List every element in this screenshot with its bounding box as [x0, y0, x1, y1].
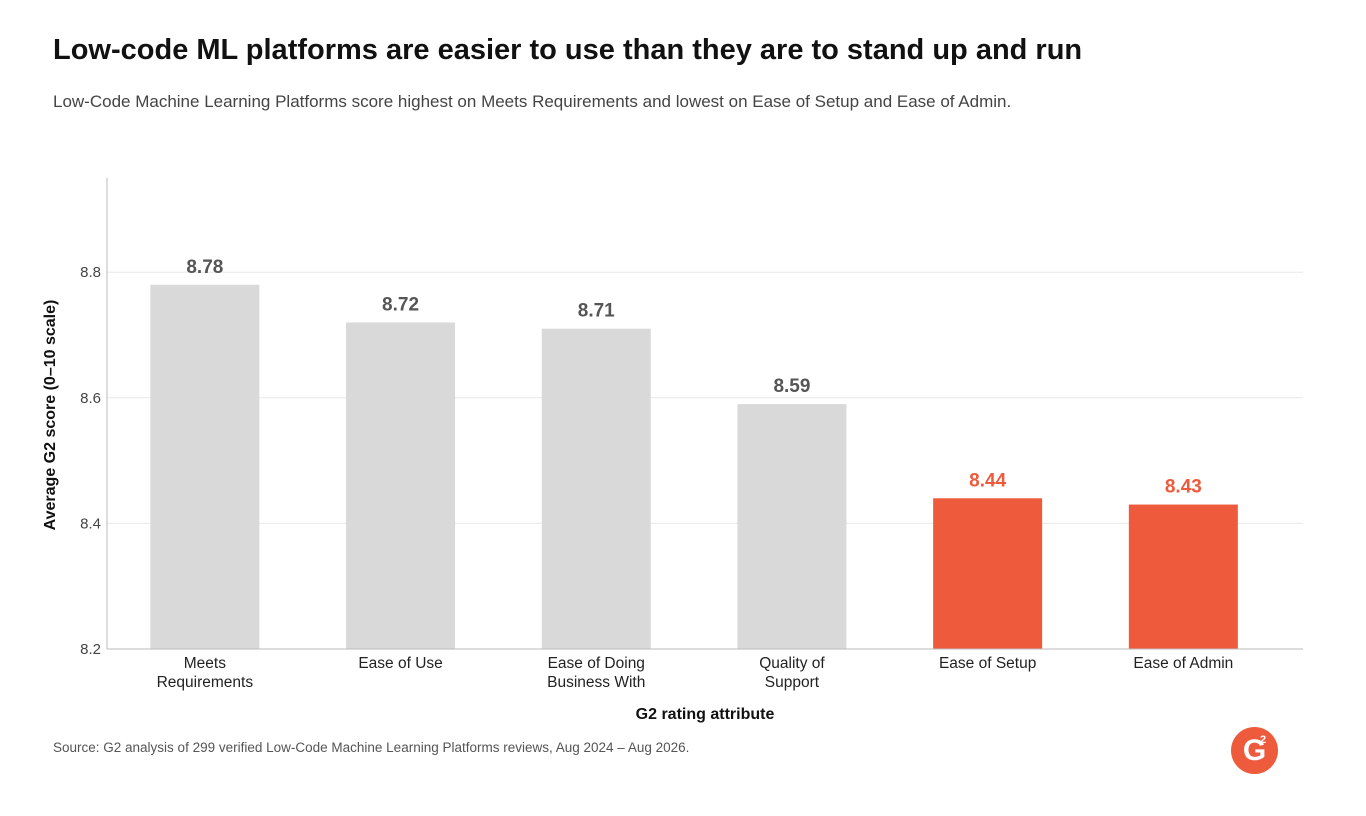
chart-title: Low-code ML platforms are easier to use …	[53, 34, 1083, 66]
y-tick-label: 8.4	[80, 515, 101, 532]
y-tick-label: 8.2	[80, 641, 101, 658]
logo-superscript: 2	[1260, 734, 1267, 746]
bar	[933, 498, 1043, 649]
bar	[1128, 504, 1238, 649]
chart-subtitle: Low-Code Machine Learning Platforms scor…	[53, 92, 1012, 111]
x-axis-title: G2 rating attribute	[636, 706, 775, 723]
bar	[346, 322, 456, 649]
x-tick-label: Ease of Doing	[548, 655, 645, 672]
grid-layer	[107, 271, 1303, 524]
x-tick-label: Requirements	[157, 674, 254, 691]
x-tick-label: Business With	[547, 674, 645, 691]
bar-value-label: 8.72	[382, 294, 419, 315]
bar-layer	[150, 284, 1238, 649]
bar	[737, 404, 847, 649]
label-layer: 8.2 8.4 8.6 8.8 8.78 Meets Requirements 8.72 Eas…	[80, 257, 1233, 691]
logo-letter: G	[1242, 734, 1267, 767]
bar-value-label: 8.71	[578, 301, 615, 322]
x-tick-label: Ease of Setup	[939, 655, 1036, 672]
y-tick-label: 8.8	[80, 264, 101, 281]
y-axis-title: Average G2 score (0–10 scale)	[42, 300, 59, 531]
bar-value-label: 8.44	[969, 470, 1006, 491]
bar	[150, 284, 260, 649]
source-note: Source: G2 analysis of 299 verified Low-…	[53, 740, 690, 755]
bar-value-label: 8.43	[1165, 477, 1202, 498]
x-tick-label: Ease of Admin	[1133, 655, 1233, 672]
y-tick-label: 8.6	[80, 390, 101, 407]
bar	[541, 328, 651, 649]
x-tick-label: Support	[765, 674, 820, 691]
x-tick-label: Meets	[184, 655, 226, 672]
x-tick-label: Ease of Use	[358, 655, 442, 672]
x-tick-label: Quality of	[759, 655, 825, 672]
bar-value-label: 8.78	[186, 257, 223, 278]
bar-value-label: 8.59	[773, 376, 810, 397]
g2-logo-icon: G 2	[1231, 727, 1278, 774]
